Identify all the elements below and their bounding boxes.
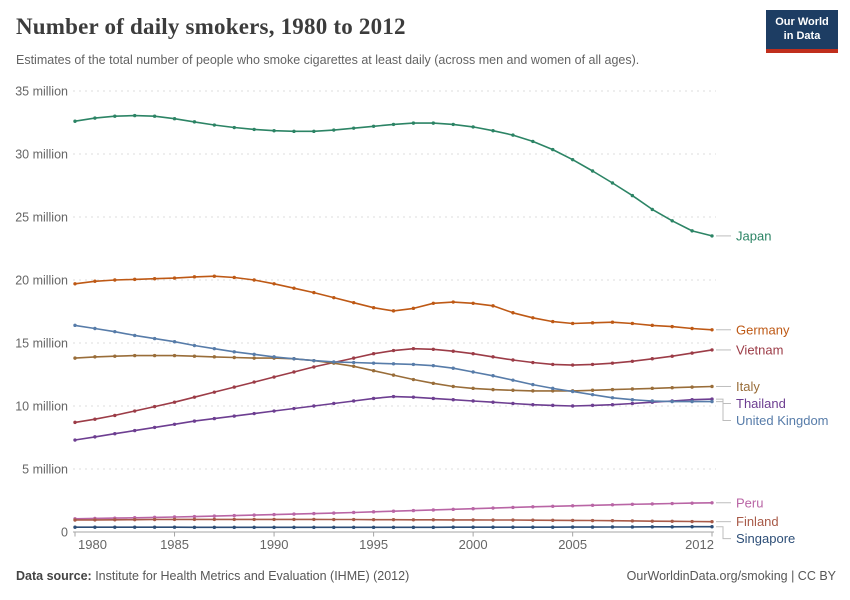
- svg-text:Vietnam: Vietnam: [736, 342, 783, 357]
- series-peru[interactable]: [73, 501, 714, 521]
- series-singapore[interactable]: [73, 525, 714, 530]
- y-tick-label: 30 million: [15, 148, 68, 162]
- svg-text:Japan: Japan: [736, 228, 771, 243]
- series-label-united-kingdom: United Kingdom: [716, 401, 829, 428]
- x-tick-label: 2000: [459, 537, 488, 552]
- series-label-vietnam: Vietnam: [716, 342, 783, 357]
- series-label-finland: Finland: [716, 514, 779, 529]
- x-tick-label: 2005: [558, 537, 587, 552]
- svg-text:Thailand: Thailand: [736, 396, 786, 411]
- owid-logo[interactable]: Our World in Data: [766, 10, 838, 53]
- chart-subtitle: Estimates of the total number of people …: [16, 53, 640, 67]
- series-united-kingdom[interactable]: [73, 323, 714, 404]
- svg-text:Singapore: Singapore: [736, 531, 795, 546]
- y-tick-label: 10 million: [15, 400, 68, 414]
- series-germany[interactable]: [73, 274, 714, 332]
- y-axis: 0 5 million 10 million 15 million 20 million…: [15, 85, 716, 540]
- x-tick-label: 1990: [260, 537, 289, 552]
- svg-text:Germany: Germany: [736, 322, 790, 337]
- series-italy[interactable]: [73, 353, 714, 393]
- y-tick-label: 15 million: [15, 337, 68, 351]
- series-label-japan: Japan: [716, 228, 771, 243]
- y-tick-label: 35 million: [15, 85, 68, 99]
- x-tick-label: 1985: [160, 537, 189, 552]
- chart-footer: Data source: Institute for Health Metric…: [16, 569, 836, 583]
- x-tick-label: 1980: [78, 537, 107, 552]
- data-source-note: Data source: Institute for Health Metric…: [16, 569, 410, 583]
- series-finland[interactable]: [73, 517, 714, 524]
- x-tick-label: 1995: [359, 537, 388, 552]
- owid-logo-text: Our World in Data: [766, 10, 838, 49]
- y-tick-label: 0: [61, 526, 68, 540]
- svg-text:Finland: Finland: [736, 514, 779, 529]
- svg-text:Italy: Italy: [736, 379, 760, 394]
- y-tick-label: 20 million: [15, 274, 68, 288]
- series-thailand[interactable]: [73, 394, 714, 442]
- x-tick-label: 2012: [685, 537, 714, 552]
- x-axis: 1980 1985 1990 1995 2000 2005 2012: [73, 531, 714, 552]
- series-label-thailand: Thailand: [716, 396, 786, 411]
- owid-logo-red-bar: [766, 48, 838, 53]
- series-japan[interactable]: [73, 113, 714, 238]
- series-label-singapore: Singapore: [716, 526, 795, 546]
- series-label-germany: Germany: [716, 322, 790, 337]
- owid-license-link[interactable]: OurWorldinData.org/smoking | CC BY: [626, 569, 836, 583]
- y-tick-label: 5 million: [22, 463, 68, 477]
- series-label-italy: Italy: [716, 379, 760, 394]
- page-title: Number of daily smokers, 1980 to 2012: [16, 14, 406, 39]
- y-tick-label: 25 million: [15, 211, 68, 225]
- svg-text:Peru: Peru: [736, 495, 763, 510]
- series-vietnam[interactable]: [73, 346, 714, 425]
- series-label-peru: Peru: [716, 495, 763, 510]
- svg-text:United Kingdom: United Kingdom: [736, 413, 829, 428]
